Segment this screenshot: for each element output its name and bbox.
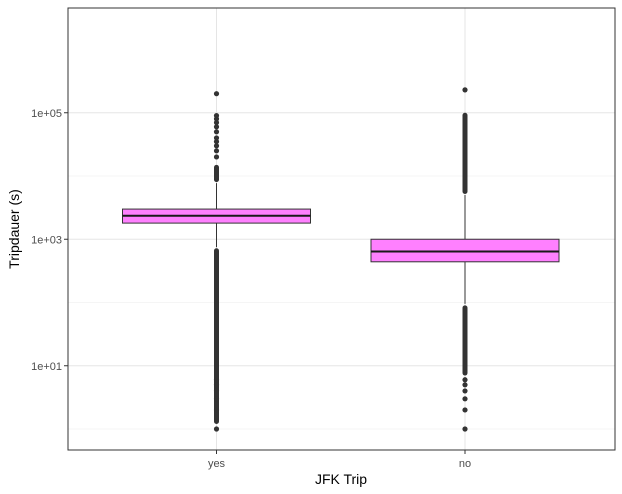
outlier-point xyxy=(462,377,468,383)
outlier-point xyxy=(462,388,468,394)
outlier-band-low xyxy=(462,305,468,376)
y-tick-label: 1e+05 xyxy=(31,108,62,120)
outlier-point xyxy=(213,91,220,97)
y-axis-title: Tripdauer (s) xyxy=(6,189,22,269)
outlier-point xyxy=(213,426,220,432)
outlier-point xyxy=(213,377,220,383)
outlier-point xyxy=(213,135,220,141)
y-tick-label: 1e+03 xyxy=(31,234,62,246)
boxes-layer xyxy=(122,87,560,432)
outlier-point xyxy=(213,148,220,154)
y-axis-ticks: 1e+01 1e+03 1e+05 xyxy=(31,108,68,373)
x-tick-label: yes xyxy=(208,458,226,470)
outlier-point xyxy=(213,113,220,119)
outlier-point xyxy=(213,388,220,394)
box-group-no xyxy=(370,87,560,432)
outlier-point xyxy=(213,138,220,145)
outlier-point xyxy=(213,119,220,126)
plot-panel-border xyxy=(67,7,616,451)
outlier-point xyxy=(213,382,220,388)
x-axis-ticks: yes no xyxy=(208,450,471,470)
outlier-band-high xyxy=(214,164,219,183)
outlier-point xyxy=(213,407,220,413)
outlier-point xyxy=(213,124,220,130)
outlier-point xyxy=(462,426,468,432)
x-tick-label: no xyxy=(459,458,471,470)
box-group-yes xyxy=(122,91,311,432)
y-tick-label: 1e+01 xyxy=(31,361,62,373)
outlier-point xyxy=(213,129,220,135)
outlier-point xyxy=(462,407,468,413)
x-axis-title: JFK Trip xyxy=(315,471,367,487)
outlier-point xyxy=(462,396,468,402)
outlier-band-high xyxy=(462,112,468,194)
outlier-point xyxy=(462,382,468,388)
outlier-point xyxy=(213,143,220,149)
outlier-point xyxy=(213,396,220,402)
outlier-point xyxy=(462,87,468,93)
outlier-point xyxy=(213,154,220,160)
